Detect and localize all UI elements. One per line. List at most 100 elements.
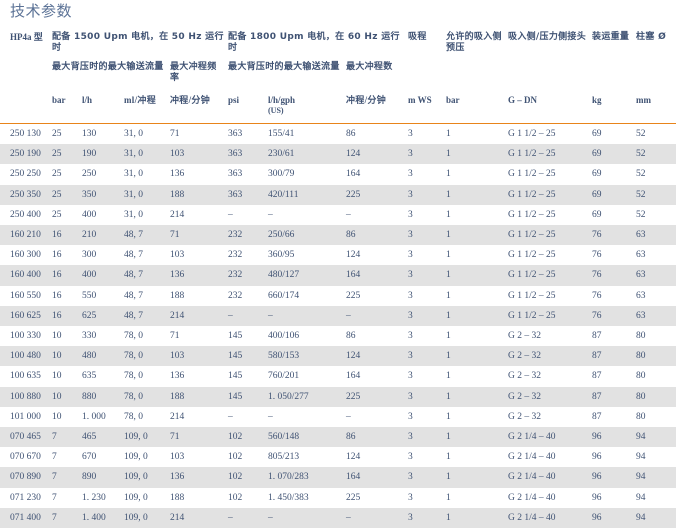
table-cell: 3 bbox=[408, 245, 446, 265]
table-cell: 52 bbox=[636, 205, 676, 225]
table-cell: 225 bbox=[346, 185, 408, 205]
table-cell: G 1 1/2 – 25 bbox=[508, 144, 592, 164]
cell-model: 250 190 bbox=[0, 144, 52, 164]
table-cell: 1 bbox=[446, 185, 508, 205]
table-cell: 880 bbox=[82, 387, 124, 407]
unit-lh-gph: l/h/gph (US) bbox=[268, 88, 346, 119]
table-cell: 87 bbox=[592, 366, 636, 386]
table-cell: 96 bbox=[592, 427, 636, 447]
table-cell: 136 bbox=[170, 467, 228, 487]
table-cell: 25 bbox=[52, 185, 82, 205]
table-cell: 25 bbox=[52, 124, 82, 145]
table-cell: 124 bbox=[346, 245, 408, 265]
table-cell: 71 bbox=[170, 427, 228, 447]
table-cell: 63 bbox=[636, 245, 676, 265]
table-cell: 145 bbox=[228, 366, 268, 386]
cell-model: 100 480 bbox=[0, 346, 52, 366]
table-cell: 1 bbox=[446, 326, 508, 346]
table-cell: 1. 450/383 bbox=[268, 488, 346, 508]
table-cell: 190 bbox=[82, 144, 124, 164]
unit-suction-lift: m WS bbox=[408, 88, 446, 119]
table-cell: 78, 0 bbox=[124, 366, 170, 386]
cell-model: 250 400 bbox=[0, 205, 52, 225]
table-cell: G 2 – 32 bbox=[508, 407, 592, 427]
unit-weight: kg bbox=[592, 88, 636, 119]
table-cell: 3 bbox=[408, 366, 446, 386]
table-cell: 87 bbox=[592, 387, 636, 407]
table-cell: 232 bbox=[228, 225, 268, 245]
table-cell: 232 bbox=[228, 245, 268, 265]
table-cell: 3 bbox=[408, 508, 446, 528]
table-cell: 1 bbox=[446, 245, 508, 265]
table-cell: 31, 0 bbox=[124, 124, 170, 145]
header-row-groups: HP4a 型 配备 1500 Upm 电机，在 50 Hz 运行时 配备 180… bbox=[0, 30, 676, 56]
table-cell: 87 bbox=[592, 407, 636, 427]
table-cell: 420/111 bbox=[268, 185, 346, 205]
cell-model: 160 210 bbox=[0, 225, 52, 245]
table-cell: G 2 1/4 – 40 bbox=[508, 447, 592, 467]
table-cell: 465 bbox=[82, 427, 124, 447]
table-cell: 52 bbox=[636, 144, 676, 164]
table-cell: 7 bbox=[52, 447, 82, 467]
unit-ml-per-stroke: ml/冲程 bbox=[124, 88, 170, 119]
table-cell: 76 bbox=[592, 245, 636, 265]
table-cell: 3 bbox=[408, 346, 446, 366]
table-cell: 3 bbox=[408, 265, 446, 285]
table-cell: 3 bbox=[408, 488, 446, 508]
unit-bar-50hz: bar bbox=[52, 88, 82, 119]
table-cell: 1 bbox=[446, 124, 508, 145]
table-cell: 130 bbox=[82, 124, 124, 145]
table-cell: – bbox=[228, 306, 268, 326]
unit-strokes-per-min-60hz: 冲程/分钟 bbox=[346, 88, 408, 119]
table-cell: 1 bbox=[446, 164, 508, 184]
table-cell: 232 bbox=[228, 286, 268, 306]
table-cell: 145 bbox=[228, 387, 268, 407]
subheader-max-flow-50hz: 最大背压时的最大输送流量 bbox=[52, 56, 170, 88]
table-cell: 3 bbox=[408, 124, 446, 145]
table-cell: 10 bbox=[52, 346, 82, 366]
table-cell: 1. 050/277 bbox=[268, 387, 346, 407]
page-title: 技术参数 bbox=[10, 2, 72, 22]
table-cell: 124 bbox=[346, 447, 408, 467]
header-motor-60hz: 配备 1800 Upm 电机，在 60 Hz 运行时 bbox=[228, 30, 408, 56]
table-cell: 164 bbox=[346, 265, 408, 285]
table-cell: 7 bbox=[52, 508, 82, 528]
cell-model: 070 465 bbox=[0, 427, 52, 447]
table-cell: G 2 – 32 bbox=[508, 366, 592, 386]
table-cell: 3 bbox=[408, 447, 446, 467]
table-cell: 102 bbox=[228, 447, 268, 467]
table-cell: 3 bbox=[408, 164, 446, 184]
table-cell: 3 bbox=[408, 286, 446, 306]
cell-model: 100 330 bbox=[0, 326, 52, 346]
subheader-max-stroke-count-60hz: 最大冲程数 bbox=[346, 56, 408, 88]
table-cell: 7 bbox=[52, 488, 82, 508]
cell-model: 250 130 bbox=[0, 124, 52, 145]
table-cell: 94 bbox=[636, 447, 676, 467]
table-cell: – bbox=[268, 306, 346, 326]
table-cell: 52 bbox=[636, 185, 676, 205]
table-cell: 210 bbox=[82, 225, 124, 245]
table-cell: 188 bbox=[170, 286, 228, 306]
table-cell: 232 bbox=[228, 265, 268, 285]
table-cell: 3 bbox=[408, 225, 446, 245]
table-cell: 300 bbox=[82, 245, 124, 265]
table-cell: 214 bbox=[170, 508, 228, 528]
table-cell: – bbox=[228, 205, 268, 225]
table-cell: 1 bbox=[446, 467, 508, 487]
subheader-spacer-inlet bbox=[446, 56, 508, 88]
table-cell: 103 bbox=[170, 346, 228, 366]
table-cell: – bbox=[346, 205, 408, 225]
unit-lh-50hz: l/h bbox=[82, 88, 124, 119]
table-cell: 225 bbox=[346, 488, 408, 508]
table-cell: G 1 1/2 – 25 bbox=[508, 185, 592, 205]
table-cell: 1 bbox=[446, 508, 508, 528]
cell-model: 250 350 bbox=[0, 185, 52, 205]
table-cell: 86 bbox=[346, 326, 408, 346]
header-motor-50hz: 配备 1500 Upm 电机，在 50 Hz 运行时 bbox=[52, 30, 228, 56]
